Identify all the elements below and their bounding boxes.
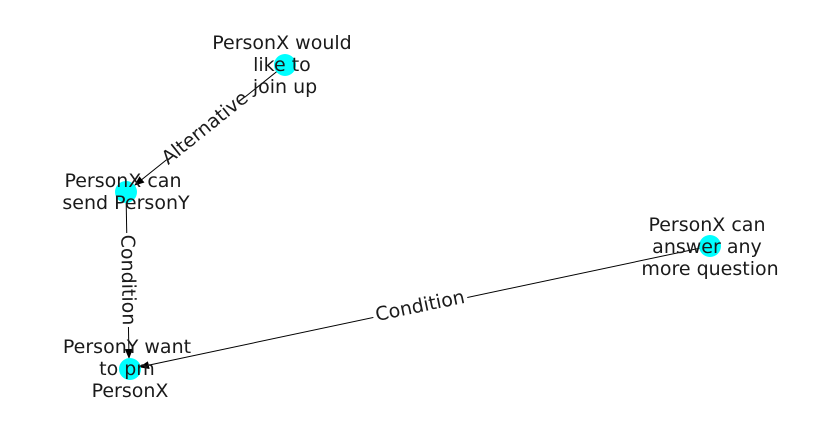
node-want-to-pm: PersonY want to pm PersonX xyxy=(63,336,197,402)
node-dot xyxy=(699,235,721,257)
node-label: PersonX can answer any more question xyxy=(641,214,778,280)
node-join-up: PersonX would like to join up xyxy=(212,32,358,98)
node-dot xyxy=(115,181,137,203)
edge-condition-long: Condition xyxy=(139,245,711,370)
node-answer-question: PersonX can answer any more question xyxy=(641,214,778,280)
node-label: PersonY want to pm PersonX xyxy=(63,336,197,402)
edge-label-condition-1: Condition xyxy=(116,234,140,325)
node-label: PersonX would like to join up xyxy=(212,32,358,98)
edge-label-alternative: Alternative xyxy=(157,87,252,169)
node-label: PersonX can send PersonY xyxy=(62,170,190,214)
node-send-persony: PersonX can send PersonY xyxy=(62,170,190,214)
node-dot xyxy=(119,358,141,380)
node-dot xyxy=(274,54,296,76)
edge-condition-vertical: Condition xyxy=(115,191,141,359)
edge-label-condition-2: Condition xyxy=(373,286,466,326)
